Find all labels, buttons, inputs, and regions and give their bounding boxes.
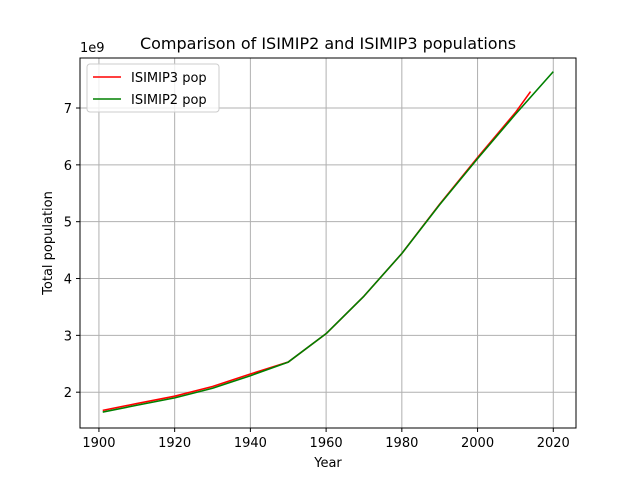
legend-label: ISIMIP2 pop (131, 93, 207, 108)
y-tick-label: 4 (64, 273, 72, 288)
y-tick-label: 7 (64, 102, 72, 117)
legend-label: ISIMIP3 pop (131, 71, 207, 86)
y-tick-label: 5 (64, 216, 72, 231)
y-tick-label: 2 (64, 386, 72, 401)
x-tick-label: 1940 (234, 436, 267, 451)
series-line-isimip2-pop (102, 71, 554, 413)
y-tick-label: 3 (64, 329, 72, 344)
x-tick-label: 1920 (158, 436, 191, 451)
plot-frame (79, 57, 577, 429)
x-tick-label: 1980 (385, 436, 418, 451)
x-tick-label: 1900 (82, 436, 115, 451)
x-tick-label: 2000 (461, 436, 494, 451)
y-axis-label: Total population (41, 191, 56, 296)
y-tick-label: 6 (64, 159, 72, 174)
x-axis-label: Year (313, 456, 342, 471)
legend: ISIMIP3 pop ISIMIP2 pop (86, 63, 220, 113)
series-line-isimip3-pop (102, 91, 532, 412)
y-offset-label: 1e9 (80, 41, 105, 56)
legend-box (86, 63, 220, 113)
chart-title: Comparison of ISIMIP2 and ISIMIP3 popula… (140, 34, 516, 53)
x-tick-label: 2020 (537, 436, 570, 451)
x-tick-label: 1960 (310, 436, 343, 451)
